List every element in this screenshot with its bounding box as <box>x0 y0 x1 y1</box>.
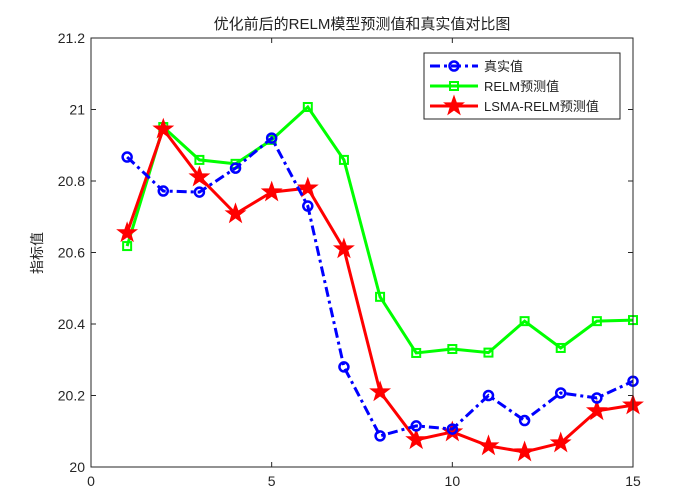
series-1 <box>122 101 638 358</box>
y-tick-label: 21.2 <box>58 30 85 46</box>
legend: 真实值 RELM预测值 LSMA-RELM预测值 <box>423 52 621 120</box>
data-point <box>116 221 139 243</box>
data-point <box>591 316 602 327</box>
data-point <box>338 361 350 373</box>
data-point <box>122 241 133 252</box>
data-point <box>591 392 603 404</box>
data-point <box>332 237 355 259</box>
x-tick-label: 0 <box>87 473 95 489</box>
data-point <box>549 431 572 453</box>
y-tick-label: 20.6 <box>58 245 85 261</box>
data-point <box>224 202 247 224</box>
data-point <box>411 347 422 358</box>
data-point <box>157 185 170 197</box>
legend-label: RELM预测值 <box>484 79 559 94</box>
data-point <box>374 430 386 442</box>
data-point <box>446 423 459 435</box>
data-point <box>518 414 531 427</box>
y-axis-label: 指标值 <box>29 232 45 274</box>
data-point <box>302 200 314 212</box>
data-point <box>302 101 313 112</box>
y-tick-label: 20.4 <box>58 316 85 332</box>
data-point <box>193 186 206 198</box>
data-point <box>260 180 283 202</box>
x-tick-label: 5 <box>268 473 276 489</box>
series-line <box>125 104 634 355</box>
data-point <box>513 440 536 462</box>
y-tick-label: 21 <box>69 102 85 118</box>
data-point <box>375 291 386 302</box>
data-point <box>338 154 349 165</box>
data-point <box>265 132 278 144</box>
data-point <box>194 154 205 165</box>
data-point <box>447 344 458 355</box>
data-point <box>229 162 242 174</box>
data-point <box>369 380 392 402</box>
data-point <box>121 151 133 163</box>
y-tick-label: 20.8 <box>58 173 85 189</box>
series-0 <box>121 132 639 442</box>
data-point <box>483 347 494 358</box>
y-tick-label: 20 <box>69 459 85 475</box>
legend-marker <box>443 94 465 116</box>
legend-label: LSMA-RELM预测值 <box>484 99 599 114</box>
series-line <box>126 135 634 438</box>
y-tick-label: 20.2 <box>58 388 85 404</box>
legend-label: 真实值 <box>484 59 523 74</box>
legend-marker <box>449 81 459 91</box>
plot-area-border <box>90 37 634 468</box>
legend-marker <box>448 60 460 72</box>
data-point <box>482 389 495 402</box>
data-point <box>410 420 422 432</box>
data-point <box>554 387 567 399</box>
data-point <box>152 117 175 139</box>
x-tick-label: 10 <box>445 473 461 489</box>
data-point <box>296 176 319 198</box>
series-2 <box>116 117 644 462</box>
data-point <box>188 165 211 187</box>
data-point <box>555 342 566 353</box>
data-point <box>585 399 608 421</box>
data-point <box>405 428 428 450</box>
x-tick-label: 15 <box>625 473 641 489</box>
chart-title: 优化前后的RELM模型预测值和真实值对比图 <box>214 15 511 33</box>
data-point <box>477 434 500 456</box>
data-point <box>519 316 530 327</box>
